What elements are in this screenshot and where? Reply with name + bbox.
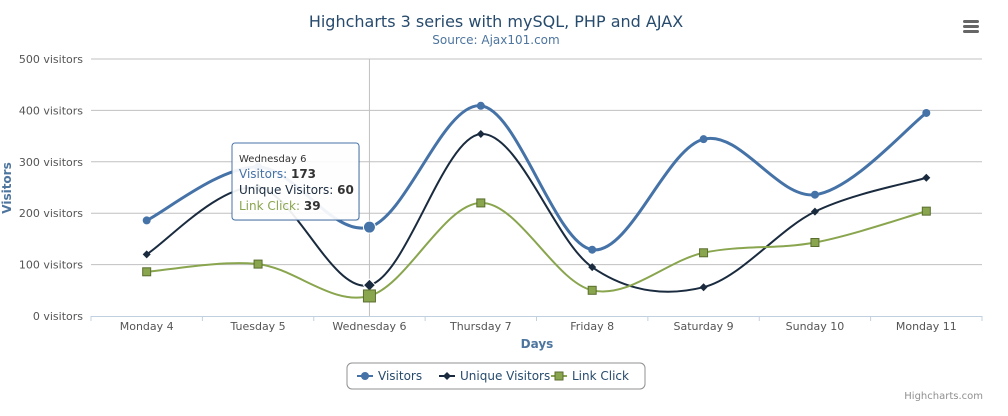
x-tick-label: Tuesday 5 xyxy=(229,320,285,333)
y-tick-label: 300 visitors xyxy=(19,156,83,169)
tooltip-box xyxy=(231,142,360,221)
data-point[interactable] xyxy=(476,198,486,208)
legend: Visitors Unique Visitors Link Click xyxy=(346,362,646,390)
data-point[interactable] xyxy=(699,283,708,292)
legend-label: Visitors xyxy=(378,369,422,383)
x-tick-label: Sunday 10 xyxy=(786,320,845,333)
export-menu-button[interactable] xyxy=(962,18,980,34)
tooltip-row-label: Visitors: xyxy=(239,167,291,181)
tooltip: Wednesday 6 Visitors: 173 Unique Visitors:… xyxy=(231,142,360,221)
x-tick-label: Saturday 9 xyxy=(674,320,734,333)
x-tick-label: Friday 8 xyxy=(570,320,614,333)
legend-symbol xyxy=(554,371,564,381)
legend-symbol xyxy=(361,372,369,380)
tooltip-row-value: 173 xyxy=(291,167,316,181)
data-point[interactable] xyxy=(921,206,931,216)
data-point[interactable] xyxy=(810,207,819,216)
grid-lines xyxy=(91,58,982,316)
data-point[interactable] xyxy=(142,267,152,277)
data-point[interactable] xyxy=(699,135,708,144)
data-point[interactable] xyxy=(699,248,709,258)
legend-symbol xyxy=(443,372,451,380)
y-axis-title: Visitors xyxy=(0,162,14,214)
data-point[interactable] xyxy=(922,108,931,117)
data-point[interactable] xyxy=(476,130,485,139)
axes: 0 visitors 100 visitors 200 visitors 300 vi… xyxy=(19,53,983,333)
x-tick-label: Monday 4 xyxy=(120,320,174,333)
tooltip-row-value: 60 xyxy=(337,183,354,197)
tooltip-row-label: Unique Visitors: xyxy=(239,183,337,197)
tooltip-row-value: 39 xyxy=(304,199,321,213)
data-point[interactable] xyxy=(810,237,820,247)
data-point[interactable] xyxy=(588,245,597,254)
y-tick-label: 200 visitors xyxy=(19,207,83,220)
legend-label: Unique Visitors xyxy=(460,369,550,383)
data-point[interactable] xyxy=(142,216,151,225)
tooltip-row: Link Click: 39 xyxy=(239,199,321,213)
x-axis-title: Days xyxy=(521,337,554,351)
hamburger-menu-icon xyxy=(963,20,979,33)
y-tick-label: 100 visitors xyxy=(19,259,83,272)
tooltip-row: Unique Visitors: 60 xyxy=(239,183,354,197)
data-point[interactable] xyxy=(362,289,376,303)
tooltip-row: Visitors: 173 xyxy=(239,167,316,181)
data-point[interactable] xyxy=(810,190,819,199)
x-tick-label: Wednesday 6 xyxy=(332,320,406,333)
series-line[interactable] xyxy=(146,201,927,299)
legend-item[interactable]: Unique Visitors xyxy=(439,369,550,383)
x-tick-label: Thursday 7 xyxy=(449,320,512,333)
legend-label: Link Click xyxy=(572,369,629,383)
y-tick-label: 400 visitors xyxy=(19,104,83,117)
legend-item[interactable]: Visitors xyxy=(357,369,422,383)
data-point[interactable] xyxy=(587,285,597,295)
legend-box xyxy=(346,362,646,390)
data-point[interactable] xyxy=(922,173,931,182)
x-tick-label: Monday 11 xyxy=(896,320,957,333)
chart-title: Highcharts 3 series with mySQL, PHP and … xyxy=(309,12,683,31)
data-point[interactable] xyxy=(362,220,376,234)
y-tick-label: 500 visitors xyxy=(19,53,83,66)
tooltip-header: Wednesday 6 xyxy=(239,154,306,165)
chart-subtitle: Source: Ajax101.com xyxy=(432,33,559,47)
credits-link[interactable]: Highcharts.com xyxy=(904,391,983,402)
series-markers xyxy=(142,101,931,303)
data-point[interactable] xyxy=(588,263,597,272)
y-tick-label: 0 visitors xyxy=(33,310,83,323)
tooltip-row-label: Link Click: xyxy=(239,199,304,213)
data-point[interactable] xyxy=(142,250,151,259)
data-point[interactable] xyxy=(476,101,485,110)
legend-item[interactable]: Link Click xyxy=(551,369,629,383)
data-point[interactable] xyxy=(362,278,377,292)
data-point[interactable] xyxy=(253,259,263,269)
